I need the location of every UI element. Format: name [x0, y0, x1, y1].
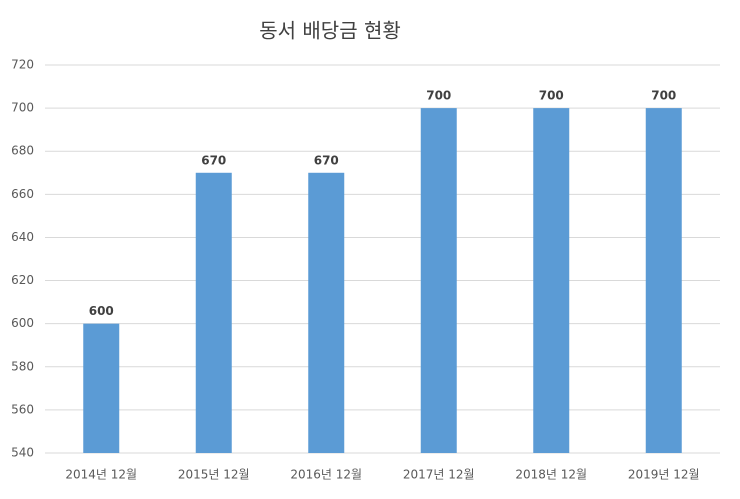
bar	[533, 108, 570, 453]
bar	[195, 172, 232, 453]
y-tick-label: 640	[11, 230, 34, 244]
y-tick-label: 560	[11, 402, 34, 416]
bar	[645, 108, 682, 453]
x-tick-label: 2016년 12월	[290, 468, 362, 482]
data-label: 700	[651, 89, 676, 103]
bar	[420, 108, 457, 453]
y-tick-label: 580	[11, 359, 34, 373]
x-tick-label: 2018년 12월	[515, 468, 587, 482]
y-tick-label: 680	[11, 144, 34, 158]
y-tick-label: 700	[11, 101, 34, 115]
y-tick-label: 600	[11, 316, 34, 330]
x-tick-label: 2015년 12월	[178, 468, 250, 482]
chart-title: 동서 배당금 현황	[259, 19, 401, 43]
data-label: 700	[539, 89, 564, 103]
y-tick-label: 540	[11, 446, 34, 460]
bar	[83, 323, 120, 453]
data-label: 670	[201, 153, 226, 167]
y-tick-label: 720	[11, 58, 34, 72]
x-tick-label: 2014년 12월	[65, 468, 137, 482]
bar	[308, 172, 345, 453]
x-tick-label: 2019년 12월	[628, 468, 700, 482]
x-tick-label: 2017년 12월	[403, 468, 475, 482]
data-label: 700	[426, 89, 451, 103]
y-tick-label: 620	[11, 273, 34, 287]
y-tick-label: 660	[11, 187, 34, 201]
data-label: 600	[89, 304, 114, 318]
data-label: 670	[314, 153, 339, 167]
